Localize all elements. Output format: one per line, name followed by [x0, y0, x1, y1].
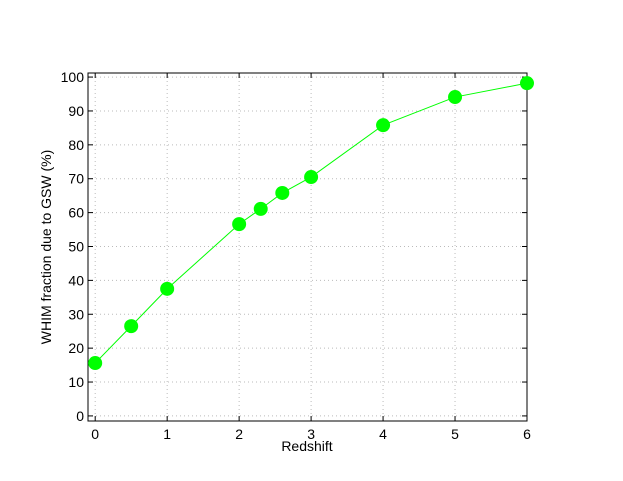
y-tick-label: 50: [68, 238, 84, 254]
y-tick-label: 80: [68, 137, 84, 153]
y-tick-label: 70: [68, 171, 84, 187]
data-point: [124, 319, 139, 334]
y-tick-label: 20: [68, 340, 84, 356]
y-axis-label: WHIM fraction due to GSW (%): [38, 150, 54, 344]
data-point: [304, 170, 319, 185]
data-point: [376, 118, 391, 133]
x-tick-label: 3: [307, 426, 315, 442]
x-tick-label: 4: [379, 426, 387, 442]
x-tick-label: 6: [523, 426, 531, 442]
y-tick-label: 40: [68, 272, 84, 288]
data-point: [232, 217, 247, 232]
data-point: [448, 90, 463, 105]
data-point: [88, 356, 103, 371]
data-point: [160, 281, 175, 296]
x-tick-label: 0: [91, 426, 99, 442]
y-tick-label: 0: [76, 408, 84, 424]
x-tick-label: 1: [163, 426, 171, 442]
x-axis-label: Redshift: [281, 438, 332, 454]
data-line: [94, 82, 528, 364]
data-point: [275, 185, 290, 200]
x-tick-label: 5: [451, 426, 459, 442]
y-tick-label: 60: [68, 205, 84, 221]
y-tick-label: 90: [68, 103, 84, 119]
data-point: [253, 201, 268, 216]
plot-frame: [87, 72, 528, 422]
x-tick-label: 2: [235, 426, 243, 442]
y-tick-label: 10: [68, 374, 84, 390]
y-tick-label: 30: [68, 306, 84, 322]
y-tick-label: 100: [61, 69, 85, 85]
data-point: [520, 76, 534, 91]
